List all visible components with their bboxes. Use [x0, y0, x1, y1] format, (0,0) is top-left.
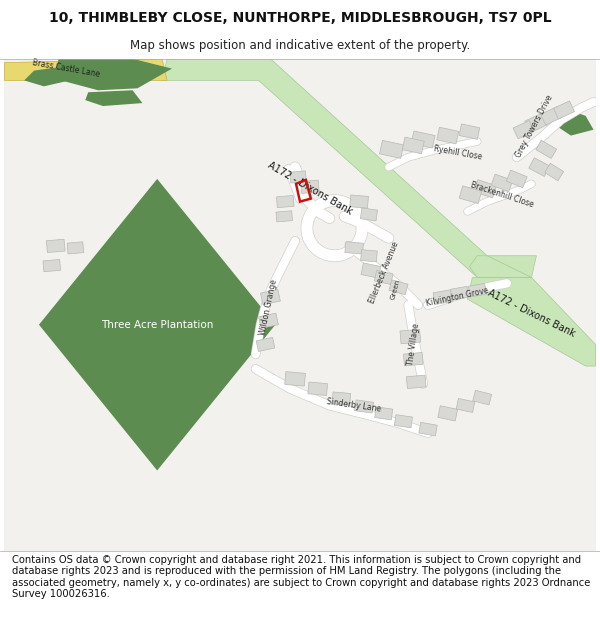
Polygon shape	[525, 112, 548, 132]
Text: Green: Green	[390, 278, 401, 300]
Polygon shape	[400, 329, 421, 344]
Polygon shape	[39, 179, 275, 471]
Text: Ryehill Close: Ryehill Close	[433, 144, 482, 162]
Text: Kilvington Grove: Kilvington Grove	[425, 286, 490, 308]
Polygon shape	[389, 280, 408, 294]
Polygon shape	[256, 338, 275, 351]
Polygon shape	[456, 398, 475, 412]
Polygon shape	[350, 195, 368, 208]
Text: Contains OS data © Crown copyright and database right 2021. This information is : Contains OS data © Crown copyright and d…	[12, 554, 590, 599]
Polygon shape	[361, 249, 377, 262]
Text: Ellerbeck Avenue: Ellerbeck Avenue	[367, 240, 400, 305]
Polygon shape	[46, 239, 65, 252]
Polygon shape	[290, 171, 307, 183]
Polygon shape	[506, 170, 527, 187]
Polygon shape	[277, 196, 294, 208]
Polygon shape	[394, 415, 412, 428]
Text: Sinderby Lane: Sinderby Lane	[326, 398, 382, 414]
Polygon shape	[332, 392, 351, 405]
Polygon shape	[468, 283, 487, 297]
Polygon shape	[374, 407, 393, 420]
Text: A172 - Dixons Bank: A172 - Dixons Bank	[486, 288, 577, 338]
Polygon shape	[355, 400, 374, 413]
Polygon shape	[345, 242, 364, 254]
Polygon shape	[43, 259, 61, 272]
Polygon shape	[301, 180, 319, 194]
Polygon shape	[54, 59, 172, 90]
Polygon shape	[541, 107, 562, 125]
Polygon shape	[513, 121, 534, 139]
Text: The Village: The Village	[406, 322, 421, 366]
Polygon shape	[536, 140, 557, 159]
Polygon shape	[411, 131, 435, 148]
Polygon shape	[403, 137, 424, 154]
Polygon shape	[162, 59, 536, 278]
Polygon shape	[67, 242, 84, 254]
Polygon shape	[451, 286, 469, 300]
Polygon shape	[4, 59, 167, 81]
Polygon shape	[24, 67, 79, 86]
Polygon shape	[491, 174, 513, 192]
Polygon shape	[260, 289, 280, 305]
Text: A172 - Dixons Bank: A172 - Dixons Bank	[266, 161, 354, 217]
Polygon shape	[529, 158, 550, 176]
Text: Brackenhill Close: Brackenhill Close	[469, 180, 535, 209]
Polygon shape	[459, 124, 480, 139]
Polygon shape	[437, 127, 459, 144]
Polygon shape	[474, 179, 497, 198]
Polygon shape	[433, 290, 452, 304]
Polygon shape	[459, 186, 482, 204]
Polygon shape	[473, 390, 491, 405]
Polygon shape	[403, 352, 423, 366]
Polygon shape	[259, 313, 278, 328]
Polygon shape	[467, 278, 596, 366]
Polygon shape	[85, 90, 142, 106]
Polygon shape	[285, 372, 305, 386]
Polygon shape	[308, 382, 328, 396]
Polygon shape	[361, 208, 377, 221]
Polygon shape	[406, 375, 426, 389]
Text: Grey Towers Drive: Grey Towers Drive	[514, 93, 555, 159]
Polygon shape	[419, 422, 437, 436]
Text: Three Acre Plantation: Three Acre Plantation	[101, 320, 214, 330]
Polygon shape	[469, 256, 532, 278]
Polygon shape	[553, 101, 575, 119]
Polygon shape	[374, 271, 393, 284]
Polygon shape	[556, 108, 593, 136]
Text: Wildon Grange: Wildon Grange	[258, 278, 279, 336]
Text: Brass Castle Lane: Brass Castle Lane	[32, 58, 101, 79]
Polygon shape	[276, 211, 293, 222]
Text: 10, THIMBLEBY CLOSE, NUNTHORPE, MIDDLESBROUGH, TS7 0PL: 10, THIMBLEBY CLOSE, NUNTHORPE, MIDDLESB…	[49, 11, 551, 25]
Polygon shape	[438, 406, 458, 421]
Text: Map shows position and indicative extent of the property.: Map shows position and indicative extent…	[130, 39, 470, 52]
Polygon shape	[361, 263, 381, 278]
Polygon shape	[380, 141, 404, 158]
Polygon shape	[545, 163, 563, 181]
